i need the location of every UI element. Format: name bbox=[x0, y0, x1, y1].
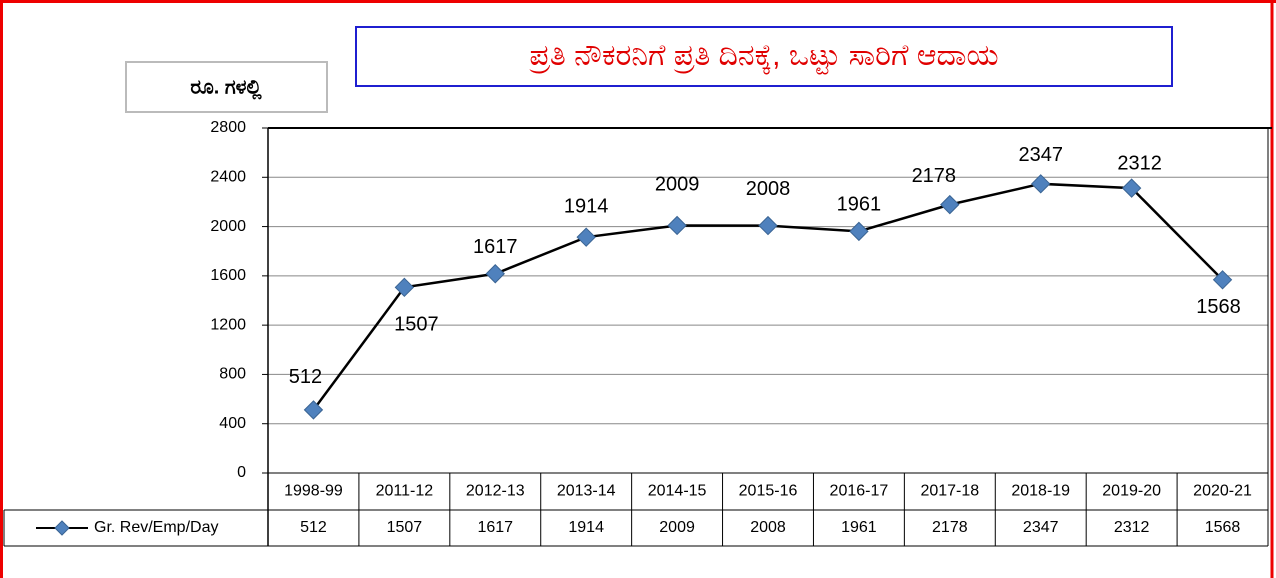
data-label: 1617 bbox=[473, 236, 518, 258]
y-tick-label: 2800 bbox=[210, 119, 246, 136]
table-value: 1617 bbox=[477, 519, 513, 536]
x-tick-label: 2011-12 bbox=[376, 483, 434, 500]
data-label: 2312 bbox=[1117, 152, 1162, 174]
data-label: 1914 bbox=[564, 195, 609, 217]
x-tick-label: 2015-16 bbox=[739, 483, 798, 500]
marker bbox=[667, 215, 687, 236]
marker bbox=[485, 264, 505, 284]
table-value: 2178 bbox=[932, 519, 968, 536]
table-value: 2347 bbox=[1023, 519, 1059, 536]
y-tick-label: 400 bbox=[219, 415, 246, 432]
data-label: 1961 bbox=[837, 194, 882, 216]
table-value: 2008 bbox=[750, 519, 786, 536]
data-label: 2009 bbox=[655, 174, 700, 196]
x-tick-label: 1998-99 bbox=[284, 483, 343, 500]
marker bbox=[849, 221, 869, 242]
x-tick-label: 2014-15 bbox=[648, 483, 707, 500]
marker bbox=[576, 227, 596, 247]
legend-marker bbox=[54, 520, 70, 536]
data-label: 1507 bbox=[394, 314, 439, 336]
marker bbox=[303, 400, 324, 420]
y-tick-label: 1200 bbox=[210, 316, 246, 333]
table-value: 512 bbox=[300, 519, 327, 536]
data-label: 2008 bbox=[746, 178, 791, 200]
x-tick-label: 2019-20 bbox=[1102, 483, 1161, 500]
y-tick-label: 800 bbox=[219, 366, 246, 383]
table-value: 1914 bbox=[568, 519, 604, 536]
marker bbox=[758, 215, 778, 236]
y-tick-label: 1600 bbox=[210, 267, 246, 284]
y-tick-label: 2400 bbox=[210, 169, 246, 186]
data-label: 1568 bbox=[1196, 296, 1241, 318]
y-tick-label: 0 bbox=[237, 464, 246, 481]
data-label: 2347 bbox=[1018, 144, 1063, 166]
y-tick-label: 2000 bbox=[210, 218, 246, 235]
legend-label: Gr. Rev/Emp/Day bbox=[94, 519, 218, 536]
table-value: 2009 bbox=[659, 519, 695, 536]
data-label: 2178 bbox=[912, 165, 957, 187]
y-label-box bbox=[125, 61, 328, 113]
x-tick-label: 2012-13 bbox=[466, 483, 525, 500]
marker bbox=[1212, 270, 1233, 290]
x-tick-label: 2013-14 bbox=[557, 483, 616, 500]
chart-title: ಪ್ರತಿ ನೌಕರನಿಗೆ ಪ್ರತಿ ದಿನಕ್ಕೆ, ಒಟ್ಟು ಸಾರಿ… bbox=[529, 39, 999, 75]
x-tick-label: 2018-19 bbox=[1011, 483, 1070, 500]
table-value: 1507 bbox=[387, 519, 423, 536]
marker bbox=[1121, 178, 1142, 198]
marker bbox=[940, 194, 960, 215]
table-value: 1568 bbox=[1205, 519, 1241, 536]
data-label: 512 bbox=[289, 366, 322, 388]
x-tick-label: 2017-18 bbox=[920, 483, 979, 500]
title-box bbox=[355, 26, 1173, 87]
x-tick-label: 2016-17 bbox=[830, 483, 889, 500]
table-value: 1961 bbox=[841, 519, 877, 536]
marker bbox=[394, 277, 415, 298]
x-tick-label: 2020-21 bbox=[1193, 483, 1252, 500]
marker bbox=[1031, 174, 1051, 194]
table-value: 2312 bbox=[1114, 519, 1150, 536]
y-axis-label: ರೂ. ಗಳಲ್ಲಿ bbox=[190, 76, 262, 100]
